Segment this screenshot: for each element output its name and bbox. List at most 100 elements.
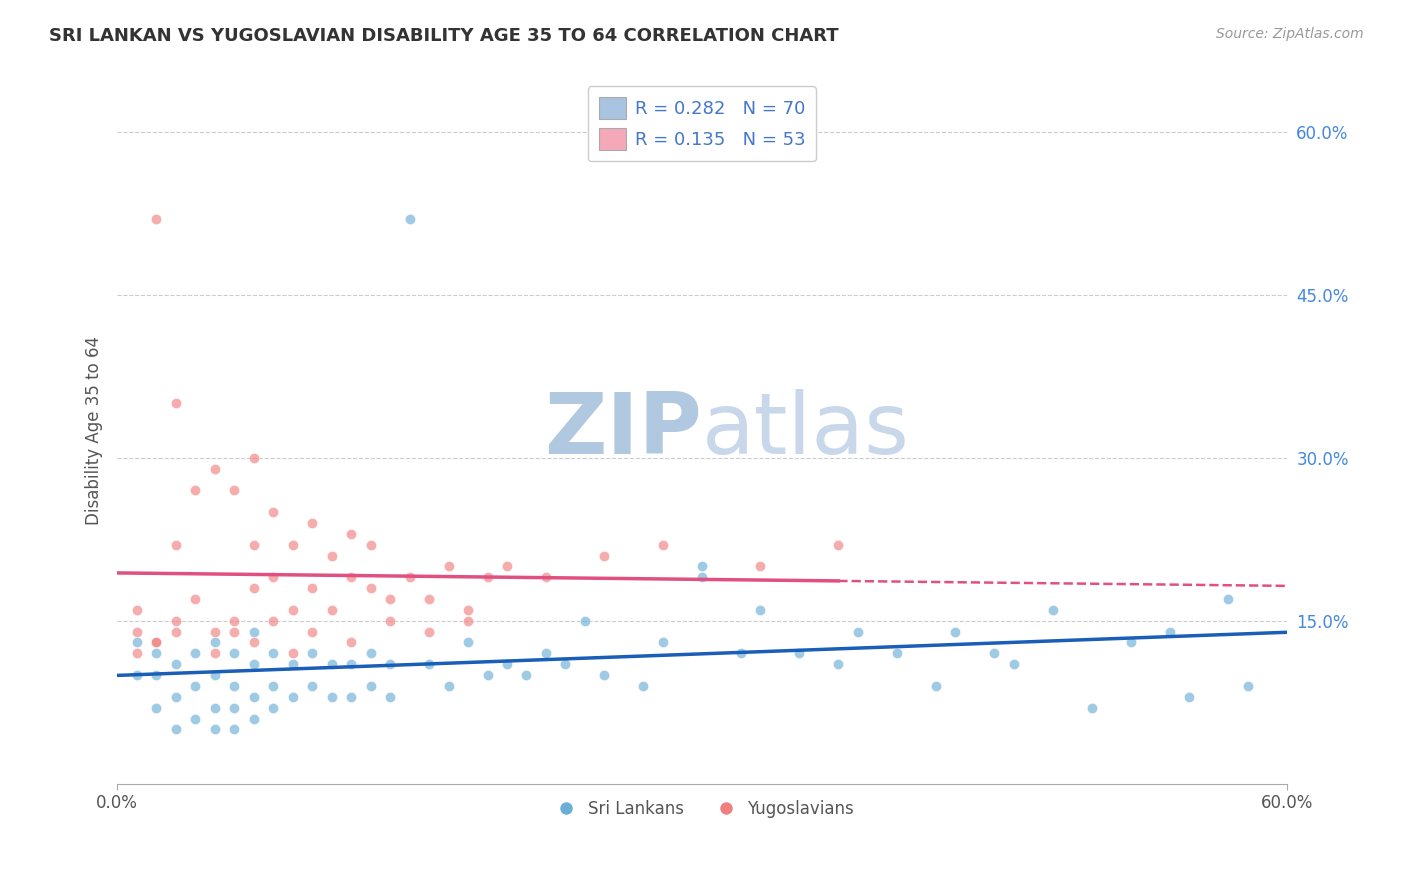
Point bbox=[360, 581, 382, 595]
Point bbox=[593, 549, 616, 563]
Point bbox=[496, 559, 519, 574]
Point bbox=[281, 690, 304, 704]
Point bbox=[1159, 624, 1181, 639]
Point bbox=[943, 624, 966, 639]
Point bbox=[204, 668, 226, 682]
Point bbox=[262, 614, 284, 628]
Point bbox=[224, 646, 246, 660]
Point bbox=[125, 635, 148, 649]
Point bbox=[165, 538, 187, 552]
Text: ZIP: ZIP bbox=[544, 389, 702, 472]
Point bbox=[242, 581, 264, 595]
Point bbox=[242, 657, 264, 672]
Point bbox=[224, 483, 246, 498]
Point bbox=[690, 559, 713, 574]
Point bbox=[165, 657, 187, 672]
Point bbox=[534, 646, 557, 660]
Point bbox=[457, 635, 479, 649]
Point bbox=[125, 668, 148, 682]
Point bbox=[749, 603, 772, 617]
Point bbox=[301, 581, 323, 595]
Point bbox=[242, 450, 264, 465]
Point bbox=[398, 211, 420, 226]
Point bbox=[224, 614, 246, 628]
Point bbox=[224, 624, 246, 639]
Point bbox=[378, 690, 401, 704]
Point bbox=[378, 592, 401, 607]
Point bbox=[145, 646, 167, 660]
Point bbox=[242, 690, 264, 704]
Point bbox=[281, 538, 304, 552]
Point bbox=[515, 668, 537, 682]
Point bbox=[301, 624, 323, 639]
Point bbox=[378, 657, 401, 672]
Point bbox=[437, 559, 460, 574]
Point bbox=[593, 668, 616, 682]
Point bbox=[262, 570, 284, 584]
Point bbox=[281, 603, 304, 617]
Point bbox=[633, 679, 655, 693]
Point bbox=[418, 624, 440, 639]
Point bbox=[125, 603, 148, 617]
Point bbox=[242, 635, 264, 649]
Point bbox=[224, 679, 246, 693]
Point bbox=[477, 668, 499, 682]
Point bbox=[242, 624, 264, 639]
Point bbox=[145, 700, 167, 714]
Point bbox=[457, 614, 479, 628]
Point bbox=[1002, 657, 1025, 672]
Point bbox=[360, 538, 382, 552]
Point bbox=[165, 723, 187, 737]
Point bbox=[165, 396, 187, 410]
Legend: Sri Lankans, Yugoslavians: Sri Lankans, Yugoslavians bbox=[543, 794, 860, 825]
Point bbox=[125, 646, 148, 660]
Point bbox=[301, 646, 323, 660]
Point bbox=[262, 679, 284, 693]
Point bbox=[184, 646, 207, 660]
Point bbox=[301, 516, 323, 530]
Text: Source: ZipAtlas.com: Source: ZipAtlas.com bbox=[1216, 27, 1364, 41]
Point bbox=[789, 646, 811, 660]
Point bbox=[651, 538, 673, 552]
Point bbox=[145, 668, 167, 682]
Point bbox=[1178, 690, 1201, 704]
Point bbox=[204, 646, 226, 660]
Point bbox=[125, 624, 148, 639]
Point bbox=[690, 570, 713, 584]
Point bbox=[281, 646, 304, 660]
Point bbox=[340, 570, 363, 584]
Point bbox=[360, 646, 382, 660]
Point bbox=[281, 657, 304, 672]
Point bbox=[165, 690, 187, 704]
Point bbox=[846, 624, 869, 639]
Point bbox=[574, 614, 596, 628]
Point bbox=[496, 657, 519, 672]
Point bbox=[827, 538, 849, 552]
Point bbox=[204, 624, 226, 639]
Point bbox=[827, 657, 849, 672]
Point bbox=[165, 624, 187, 639]
Point bbox=[925, 679, 948, 693]
Point bbox=[340, 526, 363, 541]
Point bbox=[204, 723, 226, 737]
Point bbox=[886, 646, 908, 660]
Text: atlas: atlas bbox=[702, 389, 910, 472]
Point bbox=[457, 603, 479, 617]
Point bbox=[340, 635, 363, 649]
Point bbox=[1119, 635, 1142, 649]
Point bbox=[398, 570, 420, 584]
Point bbox=[165, 614, 187, 628]
Point bbox=[301, 679, 323, 693]
Point bbox=[554, 657, 576, 672]
Point bbox=[1042, 603, 1064, 617]
Point bbox=[145, 635, 167, 649]
Point bbox=[184, 679, 207, 693]
Point bbox=[224, 723, 246, 737]
Point bbox=[1216, 592, 1239, 607]
Point bbox=[204, 700, 226, 714]
Point bbox=[204, 461, 226, 475]
Point bbox=[262, 505, 284, 519]
Point bbox=[321, 690, 343, 704]
Point bbox=[321, 549, 343, 563]
Y-axis label: Disability Age 35 to 64: Disability Age 35 to 64 bbox=[86, 336, 103, 525]
